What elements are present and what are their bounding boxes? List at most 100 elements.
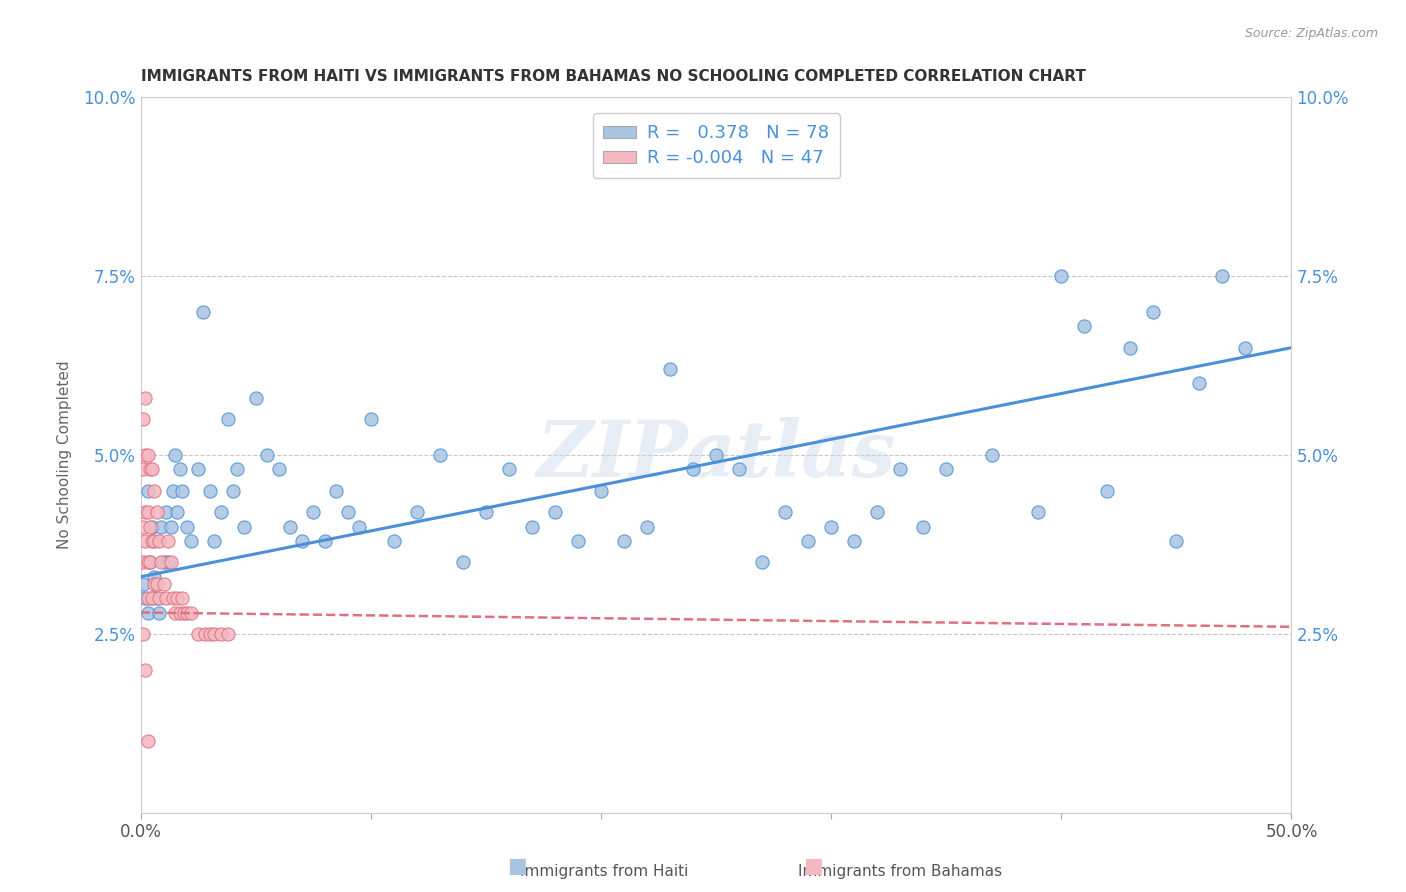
- Point: [145, 505, 167, 519]
- Point: [155, 505, 177, 519]
- Point: [134, 663, 156, 677]
- Point: [136, 555, 159, 569]
- Point: [169, 462, 191, 476]
- Point: [150, 519, 173, 533]
- Point: [148, 533, 170, 548]
- Point: [567, 533, 589, 548]
- Point: [636, 519, 658, 533]
- Point: [148, 606, 170, 620]
- Point: [165, 448, 187, 462]
- Point: [145, 591, 167, 606]
- Point: [136, 591, 159, 606]
- Point: [139, 519, 162, 533]
- Point: [314, 533, 336, 548]
- Text: IMMIGRANTS FROM HAITI VS IMMIGRANTS FROM BAHAMAS NO SCHOOLING COMPLETED CORRELAT: IMMIGRANTS FROM HAITI VS IMMIGRANTS FROM…: [141, 69, 1085, 84]
- Point: [217, 412, 239, 426]
- Point: [165, 606, 187, 620]
- Point: [155, 591, 177, 606]
- Point: [166, 505, 188, 519]
- Point: [162, 483, 184, 498]
- Point: [176, 519, 198, 533]
- Point: [360, 412, 382, 426]
- Point: [1234, 341, 1257, 355]
- Point: [1119, 341, 1142, 355]
- Point: [682, 462, 704, 476]
- Point: [145, 577, 167, 591]
- Point: [728, 462, 751, 476]
- Point: [173, 606, 195, 620]
- Point: [157, 533, 180, 548]
- Point: [141, 533, 163, 548]
- Point: [136, 606, 159, 620]
- Y-axis label: No Schooling Completed: No Schooling Completed: [58, 360, 72, 549]
- Point: [187, 627, 209, 641]
- Point: [336, 505, 359, 519]
- Point: [291, 533, 314, 548]
- Point: [143, 577, 166, 591]
- Point: [180, 533, 202, 548]
- Point: [773, 505, 796, 519]
- Point: [134, 533, 156, 548]
- Point: [451, 555, 474, 569]
- Point: [935, 462, 957, 476]
- Point: [912, 519, 935, 533]
- Point: [1211, 269, 1233, 284]
- Point: [349, 519, 371, 533]
- Point: [169, 606, 191, 620]
- Point: [1166, 533, 1188, 548]
- Point: [589, 483, 612, 498]
- Point: [187, 462, 209, 476]
- Point: [209, 627, 232, 641]
- Point: [132, 462, 155, 476]
- Point: [166, 591, 188, 606]
- Point: [132, 577, 155, 591]
- Point: [429, 448, 451, 462]
- Point: [844, 533, 866, 548]
- Text: ZIPatlas: ZIPatlas: [536, 417, 896, 493]
- Point: [136, 505, 159, 519]
- Point: [194, 627, 217, 641]
- Point: [148, 591, 170, 606]
- Point: [159, 519, 181, 533]
- Text: Immigrants from Haiti: Immigrants from Haiti: [520, 863, 689, 879]
- Point: [141, 591, 163, 606]
- Point: [172, 591, 194, 606]
- Point: [141, 462, 163, 476]
- Point: [152, 555, 174, 569]
- Point: [134, 591, 156, 606]
- Point: [267, 462, 290, 476]
- Point: [198, 627, 221, 641]
- Point: [152, 577, 174, 591]
- Point: [176, 606, 198, 620]
- Point: [498, 462, 520, 476]
- Point: [132, 519, 155, 533]
- Point: [209, 505, 232, 519]
- Point: [198, 483, 221, 498]
- Point: [256, 448, 278, 462]
- Point: [325, 483, 347, 498]
- Point: [134, 448, 156, 462]
- Point: [382, 533, 405, 548]
- Point: [659, 362, 682, 376]
- Point: [132, 627, 155, 641]
- Point: [245, 391, 267, 405]
- Text: Source: ZipAtlas.com: Source: ZipAtlas.com: [1244, 27, 1378, 40]
- Point: [139, 462, 162, 476]
- Point: [704, 448, 727, 462]
- Text: ■: ■: [508, 856, 527, 876]
- Point: [180, 606, 202, 620]
- Point: [202, 627, 225, 641]
- Point: [159, 555, 181, 569]
- Point: [143, 483, 166, 498]
- Point: [150, 555, 173, 569]
- Point: [136, 448, 159, 462]
- Legend: R =   0.378   N = 78, R = -0.004   N = 47: R = 0.378 N = 78, R = -0.004 N = 47: [592, 113, 839, 178]
- Point: [162, 591, 184, 606]
- Text: ■: ■: [803, 856, 823, 876]
- Point: [202, 533, 225, 548]
- Point: [136, 734, 159, 748]
- Point: [143, 533, 166, 548]
- Point: [134, 505, 156, 519]
- Point: [143, 570, 166, 584]
- Point: [1073, 319, 1095, 334]
